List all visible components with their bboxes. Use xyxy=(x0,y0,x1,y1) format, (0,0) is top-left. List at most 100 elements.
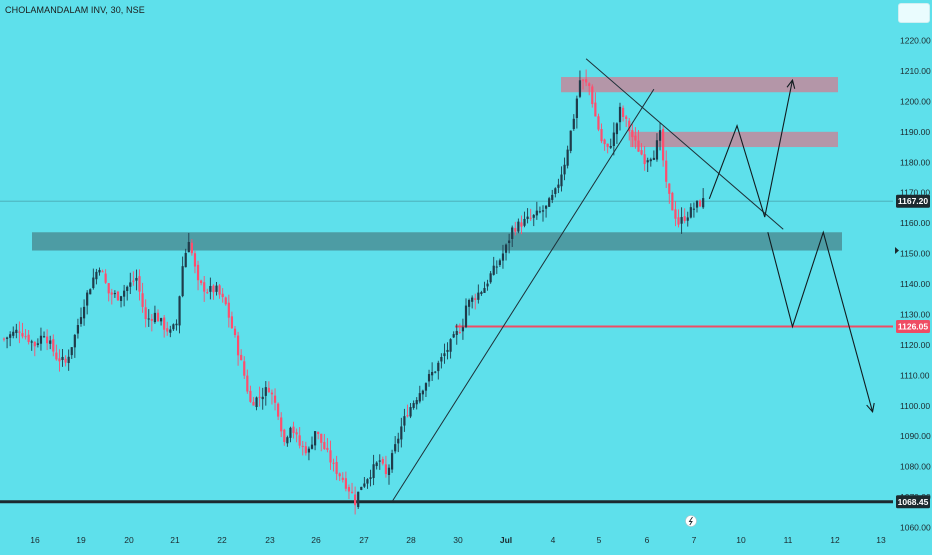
price-axis[interactable]: 1060.001070.001080.001090.001100.001110.… xyxy=(900,36,931,533)
candle-body xyxy=(42,336,46,338)
candle-body xyxy=(203,282,206,292)
candle-body xyxy=(655,140,659,160)
candle xyxy=(440,353,443,369)
candle xyxy=(603,138,606,151)
candle xyxy=(692,202,696,218)
candle xyxy=(594,92,597,117)
candle-body xyxy=(381,459,384,464)
candle-body xyxy=(357,491,360,507)
candle xyxy=(24,329,27,340)
candle xyxy=(144,299,147,328)
candle xyxy=(437,360,440,380)
candle-body xyxy=(313,431,317,446)
candle-body xyxy=(64,358,67,363)
candle xyxy=(86,290,89,315)
candle xyxy=(159,317,163,326)
candle xyxy=(421,389,424,401)
candle xyxy=(538,206,542,214)
candle xyxy=(277,402,280,421)
candle-body xyxy=(424,383,428,391)
candle xyxy=(46,329,49,351)
candle xyxy=(434,370,437,374)
candle xyxy=(169,325,172,338)
candle-body xyxy=(384,464,388,475)
candle xyxy=(227,294,230,328)
candle-body xyxy=(209,285,212,292)
x-tick-label: 12 xyxy=(830,535,840,545)
y-tick-label: 1080.00 xyxy=(900,462,931,472)
candle xyxy=(631,124,634,148)
candle xyxy=(572,114,575,131)
candle-body xyxy=(172,324,175,330)
candle-body xyxy=(215,285,218,292)
candle xyxy=(209,277,212,300)
candle xyxy=(58,349,61,372)
candle-body xyxy=(329,450,332,463)
candle xyxy=(252,397,255,406)
candle xyxy=(313,431,317,451)
candle-body xyxy=(631,130,634,138)
candle xyxy=(394,436,397,454)
candle xyxy=(350,482,354,494)
candle-body xyxy=(270,392,274,395)
candle-body xyxy=(434,371,437,373)
corner-widget[interactable] xyxy=(898,3,930,23)
candle xyxy=(221,288,224,303)
candle-body xyxy=(326,447,329,450)
candle xyxy=(458,323,461,334)
candle xyxy=(329,440,332,470)
candle xyxy=(446,342,449,360)
logo-circle xyxy=(685,515,697,527)
candle-body xyxy=(159,318,163,322)
candle xyxy=(181,256,184,298)
candle xyxy=(258,386,261,407)
candle-body xyxy=(544,205,548,209)
price-badge-label: 1068.45 xyxy=(898,497,929,507)
candle-body xyxy=(119,296,123,302)
price-scale-marker-icon[interactable] xyxy=(895,247,899,254)
candle xyxy=(637,130,640,152)
y-tick-label: 1060.00 xyxy=(900,523,931,533)
candle xyxy=(240,349,243,361)
candle xyxy=(535,201,538,220)
candle xyxy=(230,311,234,330)
price-badges: 1167.20 1126.05 1068.45 xyxy=(896,194,930,509)
time-axis[interactable]: 16 19 20 21 22 23 26 27 28 30 Jul 4 5 6 7 10 11 12 13 xyxy=(30,535,886,545)
candle xyxy=(702,188,705,209)
candle-body xyxy=(61,356,64,360)
candle-body xyxy=(471,297,474,302)
candle-body xyxy=(212,285,215,293)
candle-body xyxy=(489,273,492,283)
candle xyxy=(548,196,551,207)
candle xyxy=(344,471,347,492)
candle xyxy=(455,323,458,345)
candle-body xyxy=(292,426,295,433)
candle-body xyxy=(33,341,36,347)
candle xyxy=(338,472,341,482)
candle xyxy=(569,130,572,154)
candle-body xyxy=(575,98,578,118)
candle-body xyxy=(646,160,649,163)
tradingview-logo-icon[interactable] xyxy=(685,515,697,527)
candle-body xyxy=(640,150,643,155)
candle-body xyxy=(163,317,166,330)
candle-body xyxy=(517,221,520,232)
candle-body xyxy=(360,486,363,490)
candle xyxy=(529,208,532,222)
arrow-head-icon xyxy=(786,78,796,89)
candle-body xyxy=(443,353,446,357)
candle-body xyxy=(9,334,12,338)
y-tick-label: 1110.00 xyxy=(900,370,930,380)
candle-body xyxy=(621,107,625,117)
candle xyxy=(409,403,412,419)
candle-body xyxy=(141,293,144,307)
candle xyxy=(363,476,366,488)
symbol-title: CHOLAMANDALAM INV, 30, NSE xyxy=(5,5,145,15)
candle-body xyxy=(591,86,594,105)
candle xyxy=(147,309,150,327)
candle-body xyxy=(135,277,138,281)
candle-body xyxy=(403,416,406,426)
candle-body xyxy=(178,296,181,326)
